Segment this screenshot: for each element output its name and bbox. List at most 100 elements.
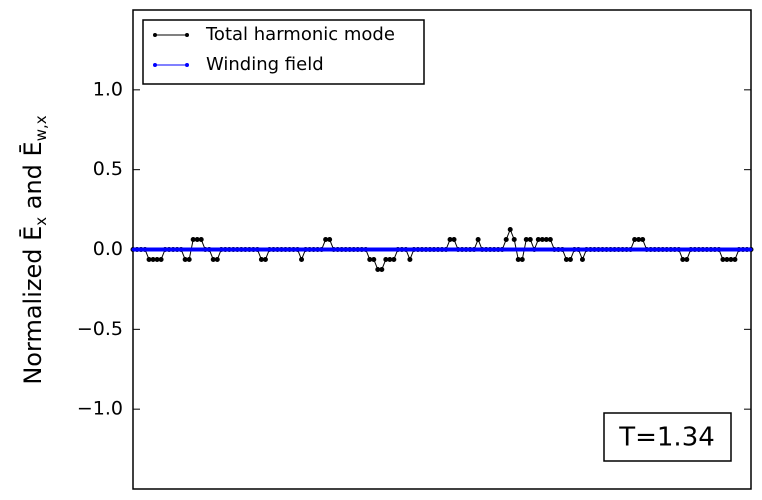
- marker: [677, 248, 681, 251]
- legend-label: Winding field: [206, 54, 324, 75]
- marker: [327, 237, 333, 243]
- legend-marker: [153, 63, 157, 67]
- marker: [432, 248, 436, 251]
- marker: [447, 237, 453, 243]
- marker: [673, 248, 677, 251]
- marker: [328, 248, 332, 251]
- marker: [563, 256, 569, 262]
- marker: [637, 248, 641, 251]
- legend-marker: [185, 33, 189, 37]
- marker: [548, 248, 552, 251]
- marker: [527, 237, 533, 243]
- marker: [387, 256, 393, 262]
- marker: [203, 248, 207, 251]
- marker: [364, 248, 368, 251]
- marker: [194, 237, 200, 243]
- y-label-sub: x: [32, 217, 50, 226]
- marker: [605, 248, 609, 251]
- marker: [641, 248, 645, 251]
- y-label-part: Normalized Ē: [18, 226, 47, 385]
- marker: [480, 248, 484, 251]
- y-axis-label: Normalized Ēx and Ēw,x: [18, 115, 50, 384]
- marker: [251, 248, 255, 251]
- marker: [539, 237, 545, 243]
- marker: [195, 248, 199, 251]
- marker: [504, 248, 508, 251]
- marker: [632, 237, 638, 243]
- marker: [243, 248, 247, 251]
- plot-area: [130, 89, 754, 410]
- marker: [155, 248, 159, 251]
- marker: [267, 248, 271, 251]
- marker: [147, 248, 151, 251]
- y-tick-label: 0.0: [93, 238, 123, 260]
- marker: [190, 237, 196, 243]
- marker: [689, 248, 693, 251]
- marker: [379, 266, 385, 272]
- marker: [560, 248, 564, 251]
- marker: [131, 248, 135, 251]
- marker: [720, 256, 726, 262]
- marker: [523, 237, 529, 243]
- marker: [275, 248, 279, 251]
- marker: [323, 237, 329, 243]
- marker: [167, 248, 171, 251]
- marker: [440, 248, 444, 251]
- legend-label: Total harmonic mode: [205, 24, 395, 45]
- marker: [139, 248, 143, 251]
- marker: [383, 256, 389, 262]
- marker: [223, 248, 227, 251]
- marker: [515, 256, 521, 262]
- marker: [713, 248, 717, 251]
- marker: [408, 248, 412, 251]
- marker: [304, 248, 308, 251]
- marker: [567, 256, 573, 262]
- marker: [215, 248, 219, 251]
- marker: [617, 248, 621, 251]
- y-tick-label: −1.0: [77, 398, 123, 420]
- marker: [488, 248, 492, 251]
- marker: [424, 248, 428, 251]
- marker: [263, 248, 267, 251]
- marker: [436, 248, 440, 251]
- marker: [468, 248, 472, 251]
- annotation-box: [603, 412, 732, 462]
- marker: [158, 256, 164, 262]
- marker: [146, 256, 152, 262]
- marker: [420, 248, 424, 251]
- marker: [524, 248, 528, 251]
- marker: [464, 248, 468, 251]
- marker: [552, 248, 556, 251]
- marker: [653, 248, 657, 251]
- marker: [451, 237, 457, 243]
- marker: [503, 237, 509, 243]
- marker: [636, 237, 642, 243]
- marker: [239, 248, 243, 251]
- marker: [368, 248, 372, 251]
- marker: [388, 248, 392, 251]
- marker: [579, 256, 585, 262]
- marker: [412, 248, 416, 251]
- marker: [721, 248, 725, 251]
- marker: [456, 248, 460, 251]
- marker: [324, 248, 328, 251]
- legend-box: [142, 19, 425, 85]
- marker: [258, 256, 264, 262]
- marker: [697, 248, 701, 251]
- marker: [536, 248, 540, 251]
- marker: [375, 266, 381, 272]
- marker: [519, 256, 525, 262]
- marker: [669, 248, 673, 251]
- marker: [336, 248, 340, 251]
- marker: [749, 248, 753, 251]
- marker: [588, 248, 592, 251]
- marker: [508, 248, 512, 251]
- marker: [187, 248, 191, 251]
- marker: [547, 237, 553, 243]
- marker: [191, 248, 195, 251]
- marker: [601, 248, 605, 251]
- marker: [300, 248, 304, 251]
- marker: [154, 256, 160, 262]
- marker: [580, 248, 584, 251]
- marker: [705, 248, 709, 251]
